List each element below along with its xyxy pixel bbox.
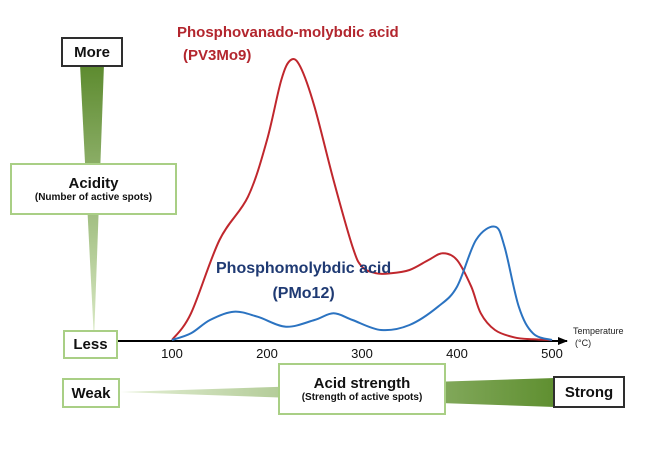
pmo12-series-label: Phosphomolybdic acid (PMo12) bbox=[216, 256, 391, 306]
acidity-title: Acidity bbox=[68, 175, 119, 192]
x-axis-title-line2: (°C) bbox=[575, 338, 592, 348]
pv3mo9-formula: (PV3Mo9) bbox=[183, 47, 252, 64]
x-axis-title-line1: Temperature bbox=[573, 326, 624, 336]
pmo12-curve bbox=[171, 225, 553, 341]
x-tick-label-200: 200 bbox=[256, 346, 278, 361]
strength-strong-label: Strong bbox=[553, 376, 625, 408]
strength-weak-label: Weak bbox=[62, 378, 120, 408]
acid-strength-subtitle: (Strength of active spots) bbox=[301, 392, 423, 403]
acid-strength-title: Acid strength bbox=[313, 375, 411, 392]
pmo12-formula: (PMo12) bbox=[272, 285, 335, 302]
acidity-less-label: Less bbox=[63, 330, 118, 359]
acidity-title-box: Acidity (Number of active spots) bbox=[10, 163, 177, 215]
x-tick-label-100: 100 bbox=[161, 346, 183, 361]
pv3mo9-curve bbox=[171, 58, 553, 341]
x-tick-label-400: 400 bbox=[446, 346, 468, 361]
acidity-more-label: More bbox=[61, 37, 123, 67]
x-axis-title: Temperature (°C) bbox=[573, 325, 624, 349]
pv3mo9-name: Phosphovanado-molybdic acid bbox=[177, 24, 399, 41]
x-tick-label-500: 500 bbox=[541, 346, 563, 361]
pmo12-name: Phosphomolybdic acid bbox=[216, 260, 392, 277]
pv3mo9-series-label: Phosphovanado-molybdic acid (PV3Mo9) bbox=[177, 21, 399, 67]
acidity-subtitle: (Number of active spots) bbox=[34, 192, 153, 203]
acid-strength-title-box: Acid strength (Strength of active spots) bbox=[278, 363, 446, 415]
x-tick-label-300: 300 bbox=[351, 346, 373, 361]
